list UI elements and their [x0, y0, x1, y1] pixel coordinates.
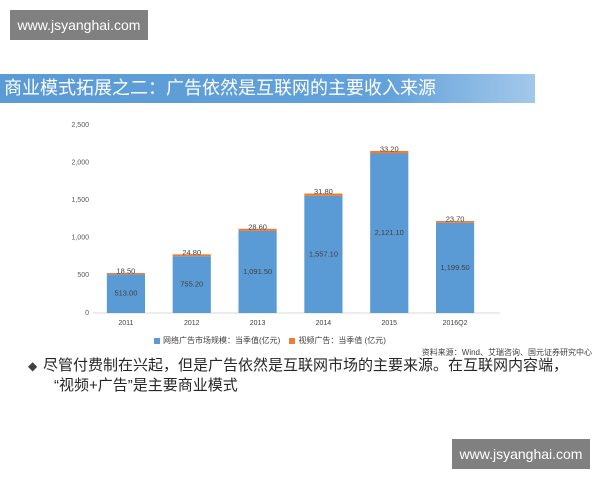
bullet-line-1: ◆ 尽管付费制在兴起，但是广告依然是互联网市场的主要来源。在互联网内容端，: [28, 356, 568, 376]
bar-video-ad-2014: [304, 193, 343, 196]
y-tick-label: 2,000: [71, 159, 89, 166]
data-label-video-ad-2014: 31.80: [314, 187, 333, 196]
bullet-text-line-2: “视频+广告”是主要商业模式: [54, 377, 238, 394]
x-tick-label: 2013: [250, 320, 266, 327]
legend-item-online-ad-market: 网络广告市场规模：当季值(亿元): [154, 335, 280, 346]
y-tick-label: 500: [77, 272, 89, 279]
watermark-bottom-right: www.jsyanghai.com: [452, 439, 590, 469]
slide-title-bar: 商业模式拓展之二：广告依然是互联网的主要收入来源: [0, 74, 535, 103]
bar-online-ad-market-2014: [304, 195, 343, 313]
x-tick-label: 2012: [184, 320, 200, 327]
diamond-bullet-icon: ◆: [28, 359, 38, 373]
slide-title: 商业模式拓展之二：广告依然是互联网的主要收入来源: [4, 78, 436, 98]
bar-video-ad-2011: [106, 273, 146, 275]
stacked-bar-chart: 0 500 1,000 1,500 2,000 2,500 513.00 18.50 2011 7…: [71, 122, 500, 327]
data-label-video-ad-2011: 18.50: [117, 267, 136, 276]
y-tick-label: 0: [85, 310, 89, 317]
legend-item-video-ad: 视频广告：当季值 (亿元): [289, 335, 386, 346]
y-tick-label: 1,000: [71, 235, 89, 242]
data-label-online-ad-market-2014: 1,557.10: [309, 249, 338, 258]
data-label-video-ad-2012: 24.80: [182, 248, 201, 257]
legend-swatch-video-ad: [289, 337, 296, 344]
bullet-text-line-1: 尽管付费制在兴起，但是广告依然是互联网市场的主要来源。在互联网内容端，: [43, 357, 569, 374]
x-tick-label: 2011: [118, 320, 133, 327]
bar-online-ad-market-2012: [172, 256, 211, 313]
x-tick-label: 2016Q2: [443, 320, 468, 327]
data-label-online-ad-market-2016Q2: 1,199.50: [440, 263, 469, 272]
x-tick-label: 2014: [316, 320, 332, 327]
data-label-video-ad-2015: 33.20: [380, 144, 399, 153]
bar-video-ad-2016Q2: [435, 221, 475, 223]
legend-label-video-ad: 视频广告：当季值 (亿元): [298, 336, 386, 345]
x-tick-label: 2015: [381, 320, 397, 327]
y-tick-label: 2,500: [71, 122, 89, 129]
bar-online-ad-market-2013: [238, 230, 277, 313]
legend-label-online-ad-market: 网络广告市场规模：当季值(亿元): [163, 336, 281, 345]
bar-online-ad-market-2015: [370, 153, 409, 313]
legend-swatch-online-ad-market: [154, 337, 160, 344]
data-label-online-ad-market-2012: 755.20: [180, 280, 203, 289]
bullet-point: ◆ 尽管付费制在兴起，但是广告依然是互联网市场的主要来源。在互联网内容端， “视频…: [28, 356, 568, 396]
y-tick-label: 1,500: [71, 197, 89, 204]
source-note: 资料来源：Wind、艾瑞咨询、国元证券研究中心: [421, 348, 592, 357]
bar-video-ad-2013: [238, 228, 277, 231]
data-label-video-ad-2016Q2: 23.70: [446, 214, 465, 223]
data-label-video-ad-2013: 28.60: [248, 222, 267, 231]
data-label-online-ad-market-2013: 1,091.50: [243, 267, 272, 276]
bar-online-ad-market-2016Q2: [435, 222, 475, 313]
bar-video-ad-2012: [172, 254, 211, 257]
chart-legend: 网络广告市场规模：当季值(亿元) 视频广告：当季值 (亿元): [154, 335, 395, 346]
bullet-line-2: “视频+广告”是主要商业模式: [28, 376, 568, 396]
bar-online-ad-market-2011: [106, 274, 146, 313]
data-label-online-ad-market-2015: 2,121.10: [375, 228, 404, 237]
bar-video-ad-2015: [370, 150, 409, 154]
watermark-top-left: www.jsyanghai.com: [10, 10, 148, 40]
data-label-online-ad-market-2011: 513.00: [114, 289, 137, 298]
